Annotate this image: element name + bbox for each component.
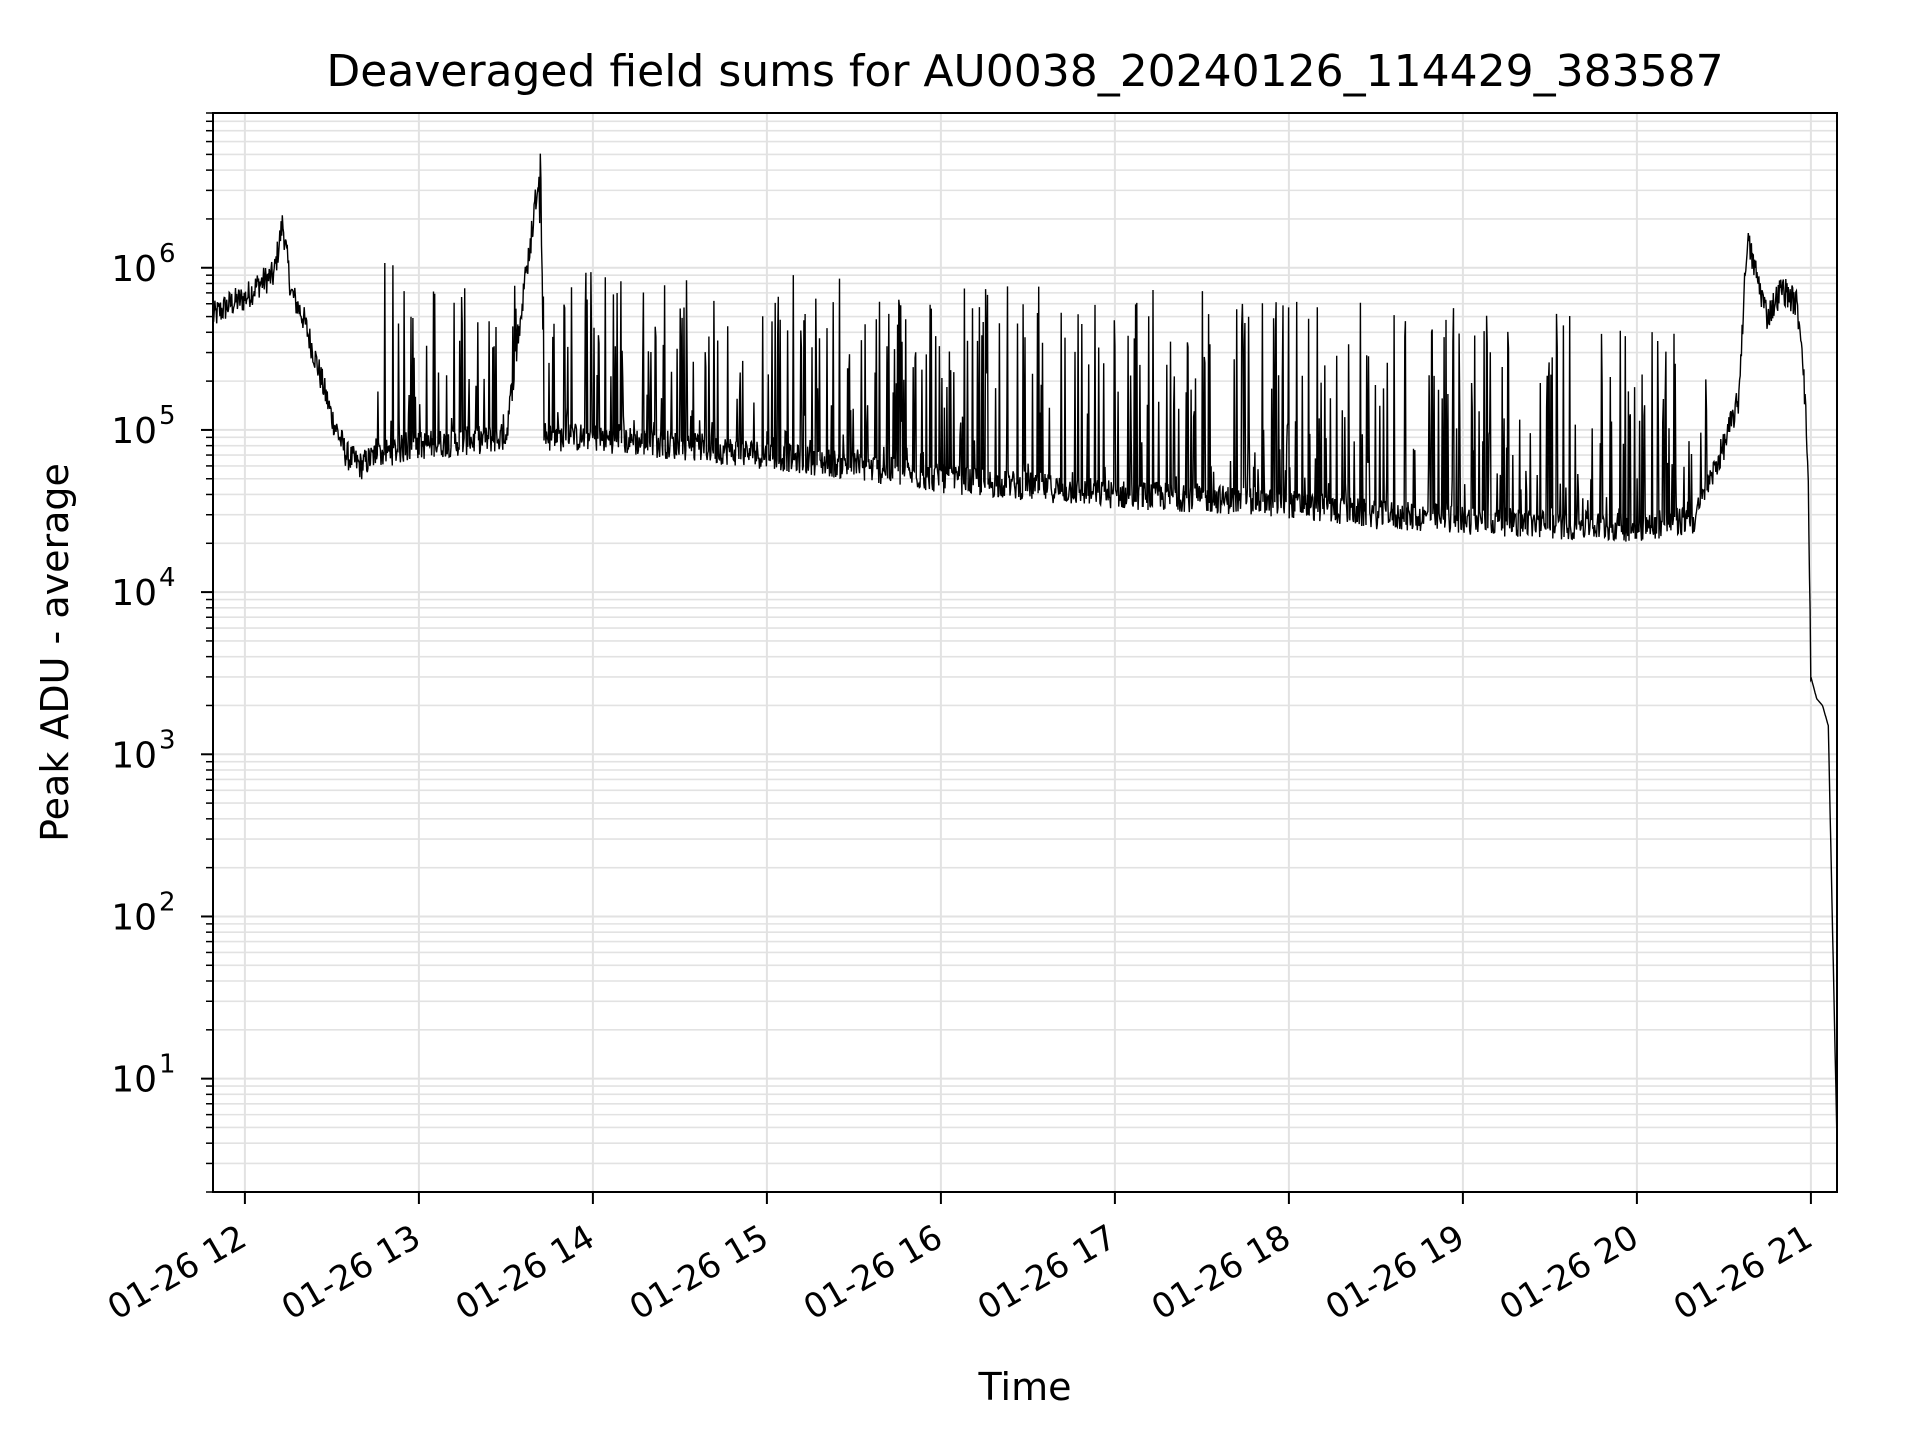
y-tick-label: 10 — [111, 1060, 157, 1101]
y-tick-exponent: 1 — [159, 1050, 176, 1080]
plot-frame — [212, 112, 1838, 1193]
y-tick-exponent: 2 — [159, 887, 176, 917]
y-tick-label: 10 — [111, 897, 157, 938]
y-tick-label: 10 — [111, 249, 157, 290]
y-tick-exponent: 4 — [159, 563, 176, 593]
y-tick-exponent: 3 — [159, 725, 176, 755]
y-tick-exponent: 5 — [159, 401, 176, 431]
y-tick-label: 10 — [111, 573, 157, 614]
x-axis-label: Time — [978, 1365, 1072, 1409]
y-tick-label: 10 — [111, 735, 157, 776]
chart-title: Deaveraged field sums for AU0038_2024012… — [326, 46, 1723, 97]
series-layer — [212, 153, 1838, 1144]
series-line — [212, 153, 1838, 1144]
y-tick-label: 10 — [111, 411, 157, 452]
y-tick-exponent: 6 — [159, 239, 176, 269]
y-axis-label: Peak ADU - average — [33, 463, 77, 842]
